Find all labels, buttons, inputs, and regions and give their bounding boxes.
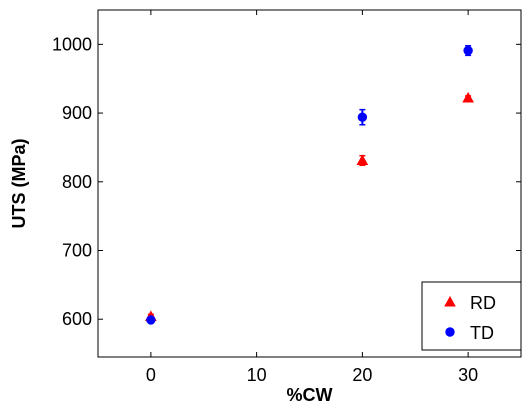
x-tick-label: 0 — [146, 365, 156, 385]
point-td — [463, 45, 473, 56]
series-td — [146, 44, 473, 325]
legend-box — [421, 281, 522, 351]
point-td — [357, 112, 368, 122]
y-tick-label: 700 — [62, 240, 92, 260]
x-tick-label: 10 — [247, 365, 267, 385]
legend-label-td: TD — [470, 323, 494, 343]
data-marks — [145, 44, 474, 325]
legend: RD TD — [421, 281, 522, 351]
plot-frame — [97, 9, 522, 358]
legend-label-rd: RD — [470, 293, 496, 313]
x-axis-title: %CW — [287, 385, 333, 405]
x-tick-label: 30 — [458, 365, 478, 385]
plot-area — [97, 9, 522, 358]
y-tick-label: 800 — [62, 172, 92, 192]
point-rd — [462, 91, 474, 103]
legend-marker-rd — [444, 295, 456, 307]
point-td — [146, 315, 156, 325]
legend-marker-td — [445, 327, 455, 337]
axis-ticks: 0 10 20 30 600 700 800 900 1000 — [52, 10, 521, 385]
y-axis-title: UTS (MPa) — [9, 138, 29, 228]
y-tick-label: 1000 — [52, 34, 92, 54]
y-tick-label: 600 — [62, 309, 92, 329]
point-rd — [356, 154, 369, 165]
x-tick-label: 20 — [352, 365, 372, 385]
y-tick-label: 900 — [62, 103, 92, 123]
